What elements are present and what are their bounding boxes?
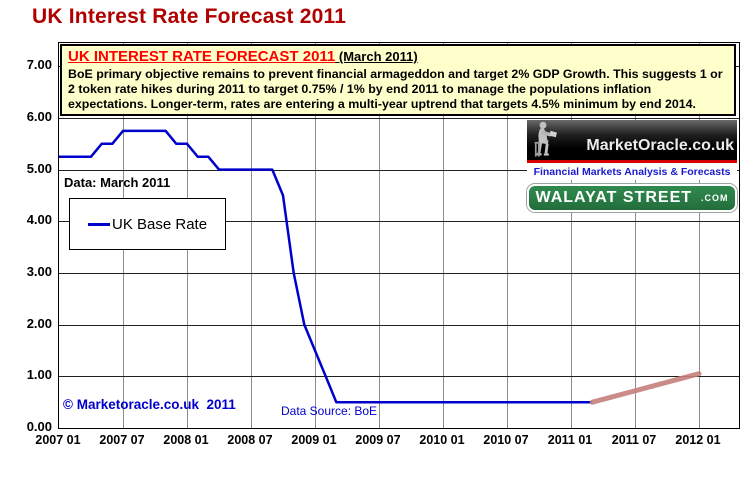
- annotation-heading-title: UK INTEREST RATE FORECAST 2011: [68, 48, 336, 65]
- y-tick-label: 2.00: [26, 315, 52, 331]
- x-tick-label: 2007 07: [99, 433, 145, 447]
- plot-area: UK INTEREST RATE FORECAST 2011 (March 20…: [58, 42, 740, 429]
- y-tick-label: 7.00: [26, 57, 52, 73]
- page-title: UK Interest Rate Forecast 2011: [32, 5, 347, 28]
- x-tick-label: 2009 01: [291, 433, 337, 447]
- marketoracle-logo: MarketOracle.co.uk: [527, 120, 737, 160]
- x-tick-label: 2009 07: [355, 433, 401, 447]
- x-tick-label: 2008 07: [227, 433, 273, 447]
- legend-box: UK Base Rate: [69, 198, 226, 250]
- y-tick-label: 1.00: [26, 367, 52, 383]
- x-tick-label: 2007 01: [35, 433, 81, 447]
- walayat-street-sign: WALAYAT STREET .COM: [527, 184, 737, 212]
- data-source-text: Data Source: BoE: [281, 404, 378, 418]
- y-tick-label: 5.00: [26, 160, 52, 176]
- y-tick-label: 4.00: [26, 212, 52, 228]
- y-tick-label: 3.00: [26, 263, 52, 279]
- marketoracle-tagline: Financial Markets Analysis & Forecasts: [527, 163, 737, 180]
- x-tick-label: 2012 01: [675, 433, 721, 447]
- x-tick-label: 2011 07: [611, 433, 657, 447]
- annotation-heading: UK INTEREST RATE FORECAST 2011 (March 20…: [68, 48, 728, 66]
- x-tick-label: 2010 01: [419, 433, 465, 447]
- data-asof-label: Data: March 2011: [64, 175, 171, 190]
- x-tick-label: 2011 01: [547, 433, 593, 447]
- walayat-sign-suffix: .COM: [701, 193, 729, 203]
- annotation-body-text: BoE primary objective remains to prevent…: [68, 67, 723, 111]
- legend-series-label: UK Base Rate: [112, 215, 208, 233]
- annotation-heading-date: (March 2011): [335, 49, 418, 64]
- annotation-box: UK INTEREST RATE FORECAST 2011 (March 20…: [60, 44, 736, 116]
- x-tick-label: 2008 01: [163, 433, 209, 447]
- x-tick-label: 2010 07: [483, 433, 529, 447]
- legend-line-sample: [88, 222, 110, 226]
- y-tick-label: 0.00: [26, 419, 52, 434]
- walayat-sign-text: WALAYAT STREET: [535, 189, 693, 206]
- copyright-text: © Marketoracle.co.uk 2011: [63, 397, 236, 412]
- oracle-statue-icon: [534, 121, 557, 157]
- series-line-uk-base-rate: [59, 129, 593, 404]
- marketoracle-logo-text: MarketOracle.co.uk: [586, 137, 734, 154]
- branding-block: MarketOracle.co.uk Financial Markets Ana…: [527, 120, 737, 212]
- series-line-forecast-uptrend-to-1-by-end-2011: [589, 371, 702, 405]
- y-tick-label: 6.00: [26, 108, 52, 124]
- logo-red-divider: [527, 160, 737, 163]
